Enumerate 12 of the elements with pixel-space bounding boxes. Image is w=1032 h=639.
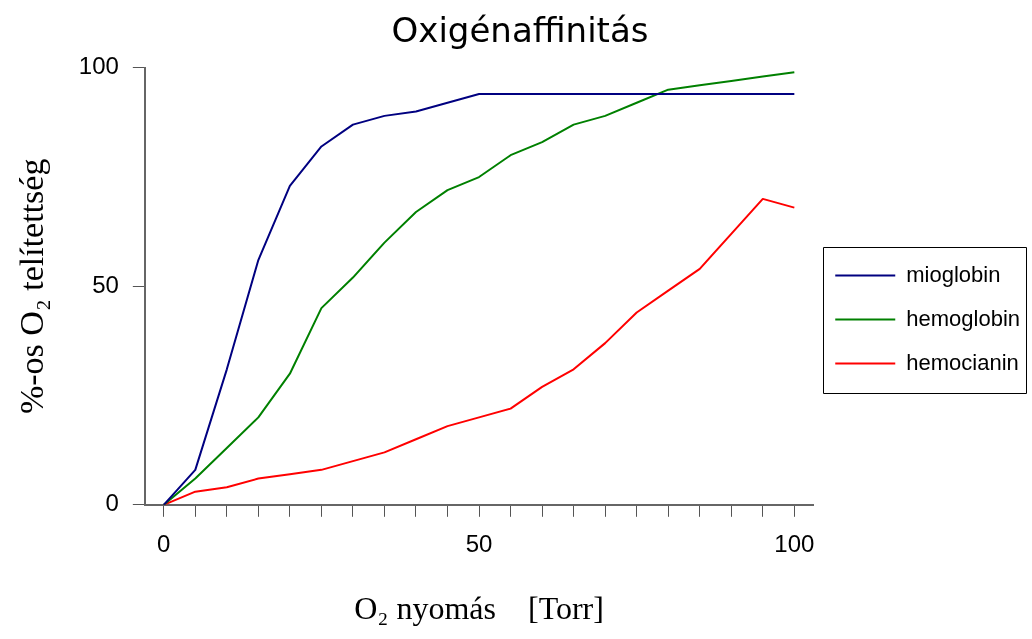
x-tick-label: 50 <box>465 529 493 557</box>
x-axis-title: O₂ nyomás [Torr] <box>354 590 604 627</box>
y-tick-label: 0 <box>105 489 119 517</box>
y-tick-label: 50 <box>92 270 119 298</box>
legend-label: hemoglobin <box>906 305 1020 331</box>
chart-title: Oxigénaffinitás <box>391 10 649 51</box>
y-tick-label: 100 <box>78 52 119 80</box>
legend-label: mioglobin <box>906 261 1001 287</box>
x-tick-label: 100 <box>774 529 815 557</box>
x-tick-label: 0 <box>157 529 171 557</box>
y-axis-title: %-os O₂ telítettség <box>13 158 51 415</box>
legend-label: hemocianin <box>906 349 1019 375</box>
